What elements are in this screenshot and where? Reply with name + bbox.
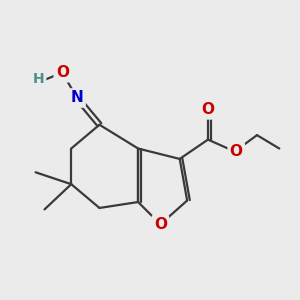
Text: O: O (230, 144, 243, 159)
Text: N: N (71, 91, 84, 106)
Text: O: O (154, 217, 167, 232)
Text: O: O (202, 102, 214, 117)
Text: H: H (33, 72, 44, 86)
Text: O: O (56, 65, 69, 80)
